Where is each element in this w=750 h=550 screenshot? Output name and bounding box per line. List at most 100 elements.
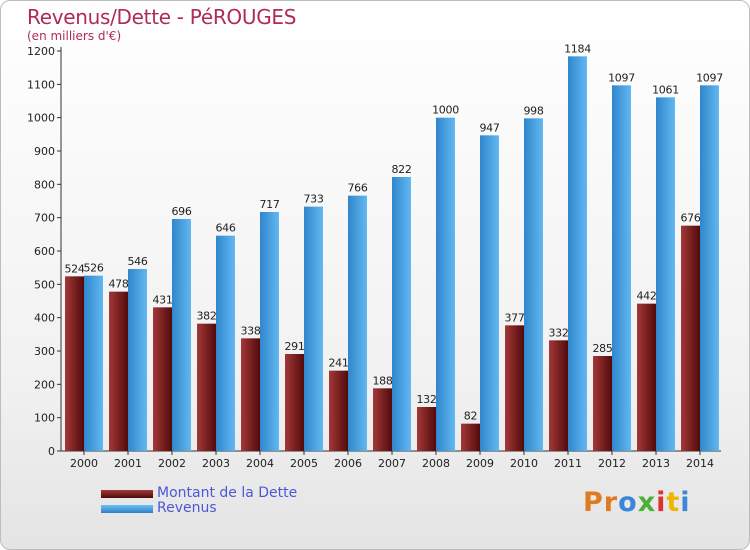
x-tick-label: 2010 (510, 457, 538, 470)
data-label-revenus: 717 (259, 198, 279, 211)
bar-dette (65, 276, 84, 451)
y-tick-label: 300 (34, 345, 55, 358)
y-tick-label: 100 (34, 412, 55, 425)
x-tick-label: 2000 (70, 457, 98, 470)
data-label-revenus: 822 (391, 163, 411, 176)
bar-revenus (700, 85, 719, 451)
bar-revenus (480, 135, 499, 452)
chart-subtitle: (en milliers d'€) (27, 29, 122, 43)
x-tick-label: 2008 (422, 457, 450, 470)
bars-layer (65, 56, 719, 452)
bar-dette (197, 323, 216, 451)
data-label-dette: 241 (328, 357, 348, 370)
data-label-dette: 188 (372, 374, 392, 387)
data-label-dette: 524 (64, 262, 84, 275)
data-label-revenus: 526 (83, 262, 103, 275)
y-tick-label: 1200 (27, 45, 55, 58)
logo-letter: r (603, 487, 619, 518)
bar-dette (461, 423, 480, 451)
bar-revenus (656, 97, 675, 451)
bar-dette (109, 291, 128, 451)
x-tick-label: 2004 (246, 457, 274, 470)
y-tick-label: 400 (34, 312, 55, 325)
data-label-dette: 82 (464, 410, 477, 423)
bar-revenus (260, 212, 279, 451)
data-label-revenus: 766 (347, 182, 367, 195)
data-label-dette: 382 (196, 310, 216, 323)
bar-dette (329, 370, 348, 451)
bar-dette (241, 338, 260, 451)
bar-dette (373, 388, 392, 451)
data-label-dette: 478 (108, 278, 128, 291)
x-tick-label: 2007 (378, 457, 406, 470)
bar-dette (417, 407, 436, 451)
bar-dette (285, 354, 304, 451)
legend-label-dette: Montant de la Dette (157, 485, 298, 501)
bar-revenus (612, 85, 631, 451)
data-label-revenus: 546 (127, 255, 147, 268)
bar-dette (549, 340, 568, 451)
data-label-revenus: 733 (303, 193, 323, 206)
y-tick-label: 700 (34, 212, 55, 225)
y-tick-label: 500 (34, 278, 55, 291)
chart-title: Revenus/Dette - PéROUGES (27, 5, 297, 29)
data-label-revenus: 1097 (608, 71, 635, 84)
data-label-dette: 285 (592, 342, 612, 355)
logo-letter: i (680, 487, 691, 518)
x-tick-label: 2005 (290, 457, 318, 470)
axes-layer: 0 100 200 300 400 500 600 700 800 900 1000 1100 1200 (27, 45, 721, 458)
bar-revenus (524, 118, 543, 451)
bar-revenus (392, 177, 411, 451)
y-tick-label: 200 (34, 378, 55, 391)
x-tick-label: 2003 (202, 457, 230, 470)
bar-revenus (304, 206, 323, 451)
data-label-dette: 291 (284, 340, 304, 353)
bar-revenus (128, 269, 147, 451)
bar-dette (637, 303, 656, 451)
data-label-revenus: 696 (171, 205, 191, 218)
data-label-dette: 442 (636, 290, 656, 303)
y-tick-label: 0 (48, 445, 55, 458)
x-tick-label: 2012 (598, 457, 626, 470)
x-tick-label: 2002 (158, 457, 186, 470)
bar-revenus (436, 117, 455, 452)
x-tick-label: 2009 (466, 457, 494, 470)
data-label-revenus: 646 (215, 222, 235, 235)
data-label-dette: 431 (152, 293, 172, 306)
y-tick-label: 1000 (27, 112, 55, 125)
logo-letter: x (637, 487, 657, 518)
bar-revenus (84, 275, 103, 451)
data-label-revenus: 947 (479, 121, 499, 134)
bar-dette (153, 307, 172, 451)
data-label-revenus: 1184 (564, 42, 591, 55)
data-label-revenus: 1061 (652, 83, 679, 96)
logo-letter: o (618, 487, 638, 518)
legend-swatch-revenus (101, 505, 153, 513)
legend-label-revenus: Revenus (157, 500, 217, 516)
y-tick-label: 900 (34, 145, 55, 158)
x-tick-label: 2011 (554, 457, 582, 470)
bar-dette (681, 225, 700, 451)
bar-dette (505, 325, 524, 451)
bar-revenus (216, 235, 235, 451)
legend-swatch-dette (101, 490, 153, 498)
proxiti-logo: Proxiti (583, 487, 691, 518)
bar-revenus (172, 219, 191, 451)
bar-revenus (348, 195, 367, 451)
x-tick-label: 2014 (686, 457, 714, 470)
x-tick-label: 2001 (114, 457, 142, 470)
bar-dette (593, 356, 612, 451)
data-label-dette: 132 (416, 393, 436, 406)
data-label-dette: 332 (548, 326, 568, 339)
y-tick-label: 600 (34, 245, 55, 258)
y-tick-label: 1100 (27, 78, 55, 91)
data-label-revenus: 998 (523, 104, 543, 117)
data-label-dette: 377 (504, 311, 524, 324)
logo-letter: t (666, 487, 681, 518)
data-label-dette: 676 (680, 212, 700, 225)
y-tick-label: 800 (34, 178, 55, 191)
bar-revenus (568, 56, 587, 451)
data-label-dette: 338 (240, 324, 260, 337)
